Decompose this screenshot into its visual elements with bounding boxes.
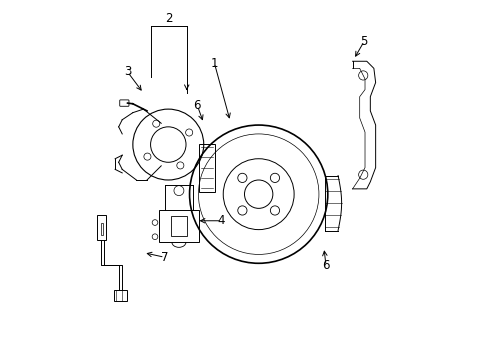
Bar [158,210,199,242]
Text: 3: 3 [123,66,131,78]
Text: 5: 5 [360,35,367,48]
Bar [199,144,215,192]
Bar [171,216,186,236]
Bar [114,290,126,301]
Text: 6: 6 [193,99,201,112]
Text: 6: 6 [322,259,329,272]
Text: 2: 2 [165,12,172,25]
Text: 4: 4 [217,214,225,227]
Bar [97,215,106,240]
Text: 1: 1 [210,57,218,69]
Text: 7: 7 [161,251,168,264]
Bar [101,222,103,235]
